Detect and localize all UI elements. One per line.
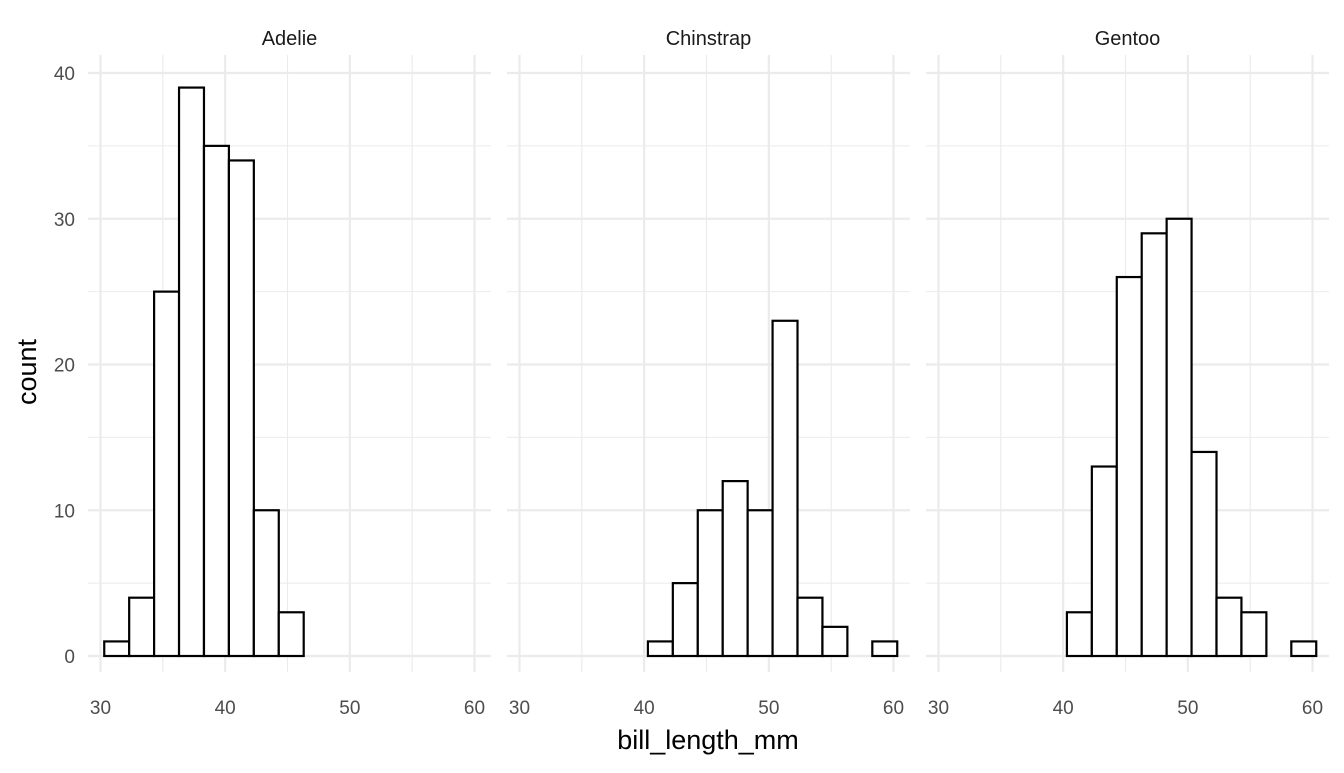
histogram-bar [1115,275,1143,658]
y-tick-label: 30 [54,210,75,231]
x-tick-label: 40 [215,698,236,719]
histogram-bar [771,319,799,658]
y-axis-title: count [12,338,42,405]
histogram-bar [871,640,899,658]
x-tick-label: 60 [464,698,485,719]
histogram-bar [646,640,674,658]
histogram-bar [252,509,280,658]
histogram-bar [1290,640,1318,658]
histogram-bar [153,290,181,658]
histogram-bar [821,625,849,658]
histogram-bar [177,86,206,658]
y-tick-label: 20 [54,356,75,377]
facet-label: Adelie [262,28,318,50]
x-tick-label: 30 [509,698,530,719]
x-tick-label: 30 [928,698,949,719]
facet-label: Gentoo [1095,28,1161,50]
x-tick-label: 40 [634,698,655,719]
x-tick-label: 60 [883,698,904,719]
histogram-bar [103,640,131,658]
x-tick-label: 50 [339,698,360,719]
histogram-bar [1065,611,1093,658]
histogram-bar [1165,217,1193,658]
histogram-bar [721,480,749,658]
histogram-bar [128,596,156,658]
histogram-bar [746,509,774,658]
x-tick-label: 50 [1177,698,1198,719]
y-tick-label: 40 [54,64,75,85]
histogram-bar [796,596,824,658]
histogram-bar [1090,465,1118,658]
histogram-bar [202,144,231,658]
facet-label: Chinstrap [666,28,752,50]
histogram-bar [1140,232,1168,658]
x-tick-label: 30 [90,698,111,719]
histogram-bar [1240,611,1268,658]
histogram-bar [671,582,699,658]
x-axis-title: bill_length_mm [617,725,799,755]
x-tick-label: 50 [758,698,779,719]
histogram-bar [227,159,255,658]
y-tick-label: 0 [64,647,75,668]
histogram-bar [696,509,724,658]
y-tick-label: 10 [54,501,75,522]
histogram-bar [277,611,305,658]
x-tick-label: 60 [1302,698,1323,719]
x-tick-label: 40 [1053,698,1074,719]
label-layer: Adelie 30 40 50 60 Chinstrap 30 40 50 60 Gentoo 30 4… [54,28,1323,719]
histogram-bar [1190,450,1218,658]
histogram-bar [1215,596,1243,658]
bar-layer [103,86,1318,658]
